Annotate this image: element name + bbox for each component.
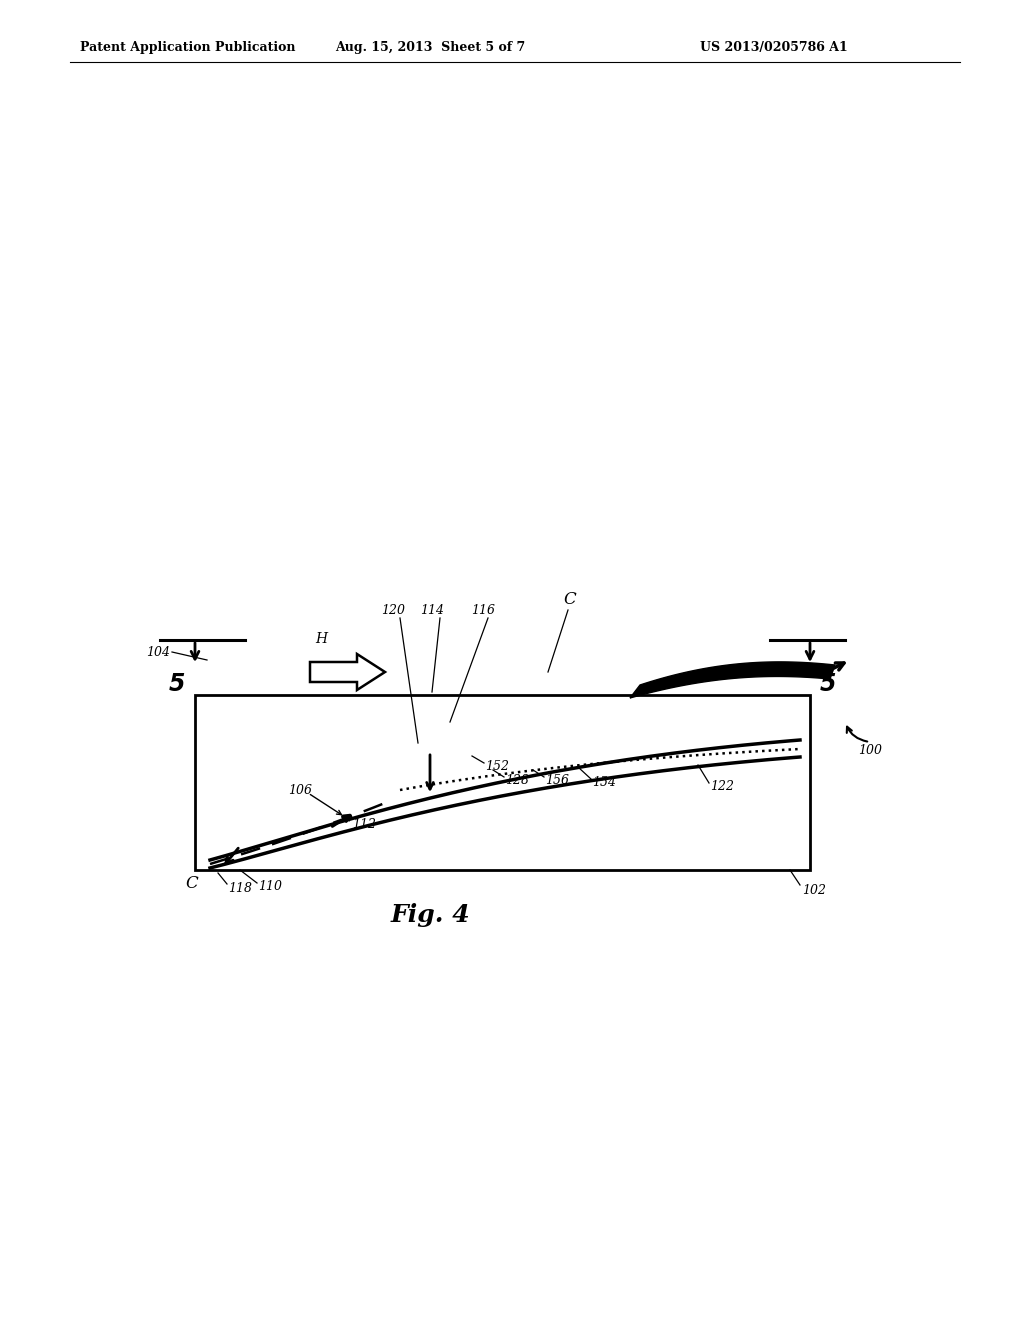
Text: 5: 5 xyxy=(820,672,837,696)
Text: 152: 152 xyxy=(485,760,509,774)
Text: 106: 106 xyxy=(288,784,312,796)
Text: 5: 5 xyxy=(169,672,185,696)
Text: 116: 116 xyxy=(471,605,495,616)
Text: C: C xyxy=(185,874,198,891)
Text: C: C xyxy=(563,591,577,609)
Text: 110: 110 xyxy=(258,880,282,894)
Text: 154: 154 xyxy=(592,776,616,788)
Text: 104: 104 xyxy=(146,645,170,659)
Text: Fig. 4: Fig. 4 xyxy=(390,903,470,927)
Text: 102: 102 xyxy=(802,883,826,896)
Text: 128: 128 xyxy=(505,774,529,787)
Text: 100: 100 xyxy=(858,743,882,756)
Text: 114: 114 xyxy=(420,605,444,616)
Polygon shape xyxy=(630,661,835,698)
Bar xyxy=(195,696,810,870)
Text: 120: 120 xyxy=(381,605,406,616)
Text: H: H xyxy=(315,632,327,645)
Text: 112: 112 xyxy=(352,817,376,830)
Text: Patent Application Publication: Patent Application Publication xyxy=(80,41,296,54)
Text: 156: 156 xyxy=(545,774,569,787)
Text: Aug. 15, 2013  Sheet 5 of 7: Aug. 15, 2013 Sheet 5 of 7 xyxy=(335,41,525,54)
Text: US 2013/0205786 A1: US 2013/0205786 A1 xyxy=(700,41,848,54)
Polygon shape xyxy=(310,653,385,690)
Text: 122: 122 xyxy=(710,780,734,793)
Text: 118: 118 xyxy=(228,882,252,895)
